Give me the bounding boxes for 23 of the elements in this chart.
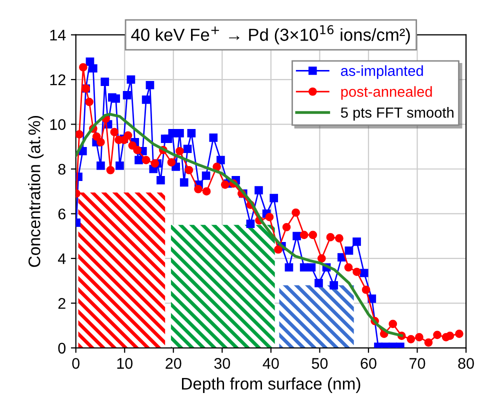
y-tick-label: 0 <box>58 342 66 354</box>
x-tick-label: 10 <box>117 358 133 369</box>
x-axis-title: Depth from surface (nm) <box>182 377 360 393</box>
x-tick-label: 60 <box>360 358 376 369</box>
y-tick-label: 12 <box>50 74 66 86</box>
legend-label: as-implanted <box>340 65 423 79</box>
x-tick-label: 50 <box>312 358 328 369</box>
x-tick-label: 40 <box>262 358 279 369</box>
y-tick-label: 6 <box>58 208 66 220</box>
x-tick-label: 80 <box>458 358 474 369</box>
legend-label: post-annealed <box>341 86 432 100</box>
y-axis-title: Concentration (at.%) <box>28 116 44 267</box>
x-tick-label: 30 <box>214 358 230 369</box>
x-tick-label: 0 <box>72 358 80 369</box>
chart-title: 40 keV Fe$^{+}$ → Pd (3×10$^{16}$ ions/cm²) <box>131 25 410 44</box>
y-tick-label: 10 <box>50 119 66 130</box>
x-tick-label: 20 <box>166 358 182 369</box>
y-tick-label: 4 <box>58 253 66 264</box>
y-tick-label: 2 <box>58 298 66 309</box>
y-tick-label: 8 <box>58 164 66 175</box>
x-tick-label: 70 <box>410 358 426 369</box>
legend-label: 5 pts FFT smooth <box>340 107 454 121</box>
y-tick-label: 14 <box>50 30 66 40</box>
